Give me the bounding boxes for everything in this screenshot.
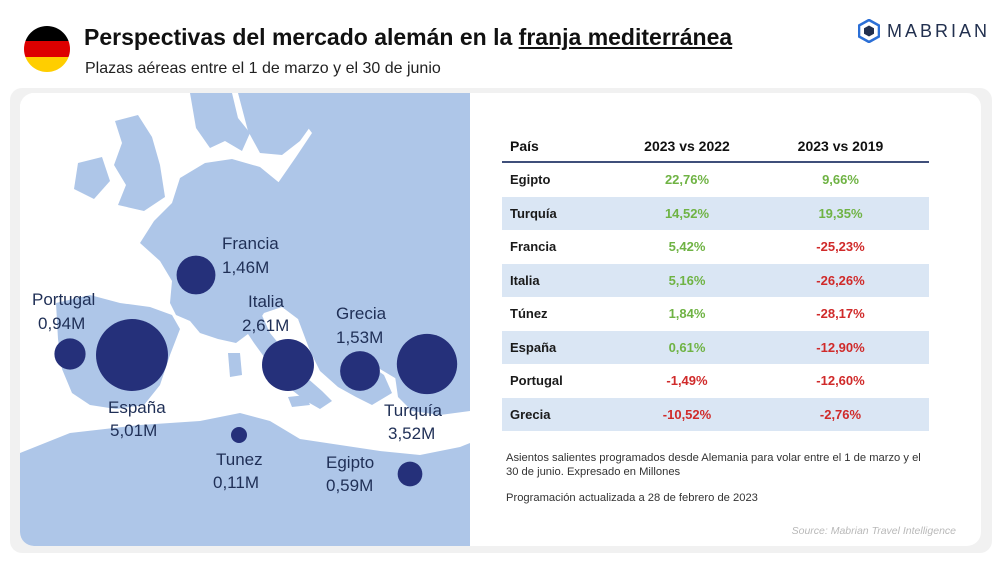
bubble-label-tunez: Tunez: [216, 450, 263, 469]
bubble-francia: [176, 255, 216, 295]
title-highlight: franja mediterránea: [518, 24, 733, 50]
table-row: Italia 5,16% -26,26%: [502, 263, 929, 297]
ireland-shape: [74, 157, 110, 199]
cell-country: Italia: [510, 272, 540, 288]
scandinavia-shape: [190, 93, 250, 151]
cell-2023-vs-2022: 22,76%: [664, 172, 710, 188]
bubble-grecia: [340, 351, 380, 391]
sardinia-shape: [228, 353, 242, 377]
north-africa-shape: [20, 413, 470, 546]
cell-2023-vs-2019: -26,26%: [816, 272, 865, 288]
comparison-table: País 2023 vs 2022 2023 vs 2019 Egipto 22,…: [502, 130, 929, 431]
table-row: Portugal -1,49% -12,60%: [502, 364, 929, 398]
bubble-label-grecia: Grecia: [336, 304, 387, 323]
bubble-label-italia: Italia: [248, 292, 284, 311]
bubble-portugal: [54, 338, 86, 370]
table-row: Egipto 22,76% 9,66%: [502, 163, 929, 197]
table-header-row: País 2023 vs 2022 2023 vs 2019: [502, 130, 929, 163]
cell-country: Francia: [510, 239, 557, 255]
bubble-layer: Francia 1,46M Portugal 0,94M España 5,01M Ital…: [32, 234, 458, 495]
mabrian-logo: MABRIAN: [858, 19, 990, 43]
bubble-label-francia: Francia: [222, 234, 279, 253]
bubble-value-egipto: 0,59M: [326, 476, 373, 495]
cell-2023-vs-2022: -1,49%: [666, 373, 708, 389]
column-header-2022: 2023 vs 2022: [644, 137, 730, 154]
table-row: Grecia -10,52% -2,76%: [502, 397, 929, 431]
cell-2023-vs-2019: 9,66%: [822, 172, 859, 188]
bubble-label-espana: España: [108, 398, 166, 417]
cell-2023-vs-2019: -28,17%: [816, 306, 865, 322]
bubble-egipto: [397, 461, 423, 487]
bubble-italia: [262, 339, 314, 391]
cell-country: Egipto: [510, 172, 551, 188]
title-text: Perspectivas del mercado alemán en la: [84, 24, 519, 50]
page-subtitle: Plazas aéreas entre el 1 de marzo y el 3…: [85, 60, 441, 77]
bubble-value-tunez: 0,11M: [213, 473, 259, 492]
bubble-value-francia: 1,46M: [222, 258, 269, 277]
bubble-label-turquia: Turquía: [384, 401, 443, 420]
bubble-label-portugal: Portugal: [32, 290, 95, 309]
cell-country: Turquía: [510, 205, 557, 221]
table-row: España 0,61% -12,90%: [502, 330, 929, 364]
bubble-turquia: [396, 333, 458, 395]
bubble-value-grecia: 1,53M: [336, 328, 383, 347]
northeast-shape: [256, 93, 470, 403]
bubble-map: Francia 1,46M Portugal 0,94M España 5,01M Ital…: [20, 93, 470, 546]
continent-shape: [140, 159, 420, 381]
column-header-country: País: [510, 137, 539, 154]
cell-2023-vs-2022: 5,42%: [668, 239, 706, 255]
source-credit: Source: Mabrian Travel Intelligence: [791, 525, 956, 537]
bubble-espana: [96, 319, 168, 391]
cell-country: España: [510, 339, 557, 355]
column-header-2019: 2023 vs 2019: [797, 137, 884, 154]
cell-2023-vs-2022: 5,16%: [668, 272, 706, 288]
table-row: Francia 5,42% -25,23%: [502, 230, 929, 264]
cell-2023-vs-2019: -25,23%: [816, 239, 865, 255]
cell-2023-vs-2022: 14,52%: [664, 205, 710, 221]
sicily-shape: [288, 395, 310, 407]
footnote-updated: Programación actualizada a 28 de febrero…: [506, 492, 758, 504]
cell-country: Portugal: [510, 373, 563, 389]
table-row: Túnez 1,84% -28,17%: [502, 297, 929, 331]
hexagon-logo-icon: [858, 19, 880, 43]
bubble-value-espana: 5,01M: [110, 421, 157, 440]
bubble-tunez: [231, 427, 247, 443]
logo-text: MABRIAN: [887, 20, 991, 41]
uk-shape: [114, 115, 165, 211]
table-row: Turquía 14,52% 19,35%: [502, 196, 929, 230]
flag-band-gold: [24, 56, 70, 72]
bubble-value-portugal: 0,94M: [38, 314, 85, 333]
bubble-label-egipto: Egipto: [326, 453, 374, 472]
content-card: Francia 1,46M Portugal 0,94M España 5,01M Ital…: [20, 93, 981, 546]
cell-2023-vs-2019: -2,76%: [819, 406, 862, 422]
cell-2023-vs-2019: 19,35%: [818, 205, 863, 221]
cell-2023-vs-2019: -12,60%: [816, 373, 865, 389]
bubble-value-italia: 2,61M: [242, 316, 289, 335]
bubble-value-turquia: 3,52M: [388, 424, 435, 443]
germany-flag-icon: [24, 26, 70, 72]
page-title: Perspectivas del mercado alemán en la fr…: [84, 24, 732, 51]
cell-country: Túnez: [510, 306, 548, 322]
footnote-description: Asientos salientes programados desde Ale…: [506, 452, 921, 478]
cell-2023-vs-2019: -12,90%: [816, 339, 865, 355]
cell-2023-vs-2022: 1,84%: [668, 306, 706, 322]
flag-band-black: [24, 26, 70, 42]
table-body: Egipto 22,76% 9,66% Turquía 14,52% 19,35% Fran…: [502, 163, 929, 431]
cell-2023-vs-2022: 0,61%: [668, 339, 706, 355]
cell-country: Grecia: [510, 406, 551, 422]
flag-band-red: [24, 41, 70, 57]
cell-2023-vs-2022: -10,52%: [662, 406, 712, 422]
